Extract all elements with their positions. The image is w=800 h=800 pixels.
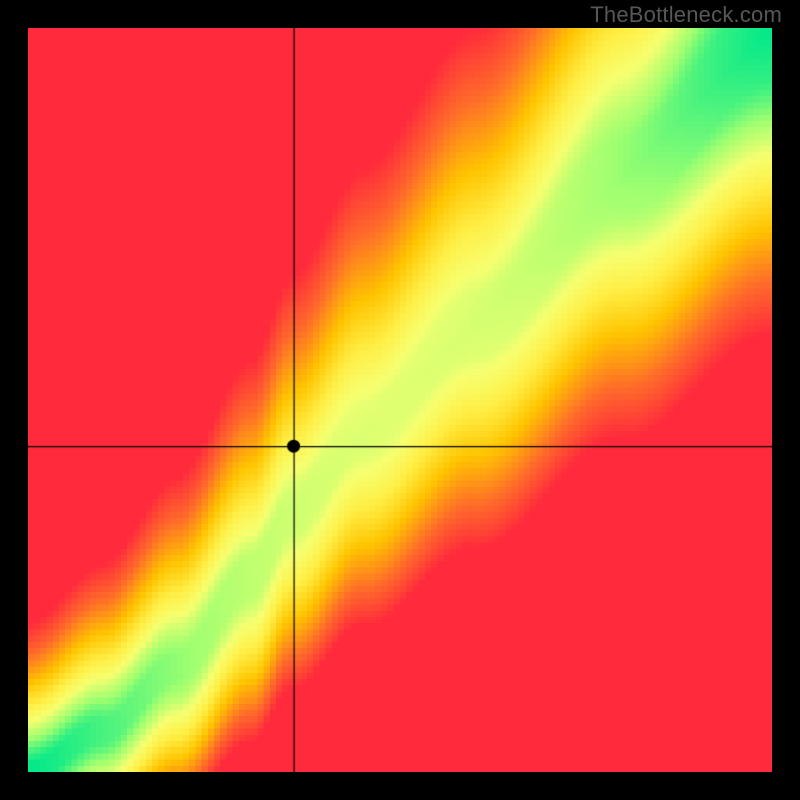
- crosshair-overlay: [28, 28, 772, 772]
- chart-container: TheBottleneck.com: [0, 0, 800, 800]
- watermark-text: TheBottleneck.com: [590, 2, 782, 28]
